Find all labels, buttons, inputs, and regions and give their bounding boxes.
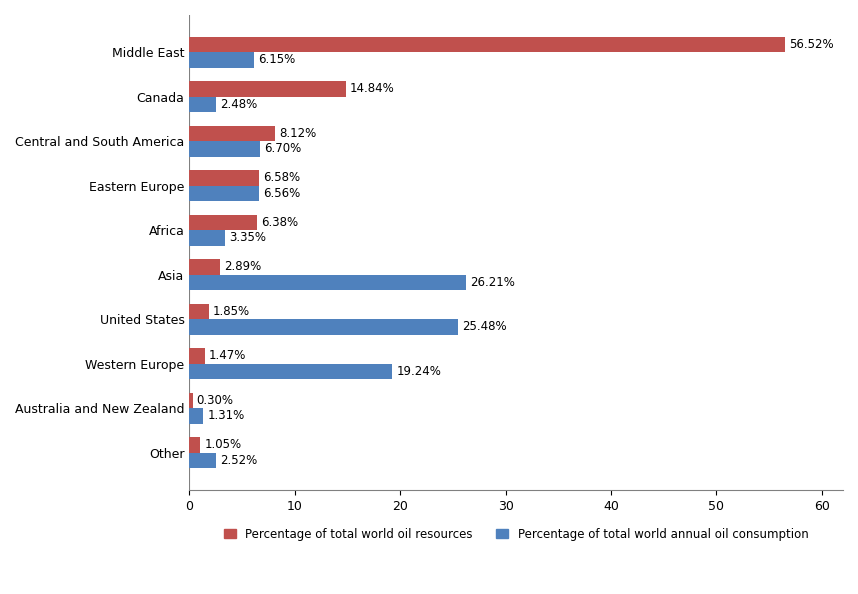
Bar (190, 230, 225, 246)
Text: 1.85%: 1.85% (213, 305, 251, 318)
Text: 26.21%: 26.21% (470, 276, 515, 289)
Bar (190, 437, 201, 453)
Text: 6.58%: 6.58% (263, 171, 300, 184)
Bar (190, 319, 458, 335)
Text: 14.84%: 14.84% (350, 83, 395, 96)
Bar (190, 214, 257, 230)
Bar (190, 304, 208, 319)
Text: 19.24%: 19.24% (396, 365, 441, 378)
Bar (190, 393, 192, 408)
Bar (190, 453, 216, 468)
Text: 1.05%: 1.05% (205, 438, 242, 451)
Text: 8.12%: 8.12% (279, 127, 317, 140)
Bar (190, 170, 259, 186)
Bar (190, 125, 275, 141)
Bar (190, 141, 260, 157)
Text: 2.89%: 2.89% (224, 260, 262, 273)
Text: 6.38%: 6.38% (261, 216, 298, 229)
Text: 6.15%: 6.15% (258, 53, 296, 67)
Text: 1.47%: 1.47% (209, 349, 246, 362)
Bar (190, 81, 346, 97)
Text: 1.31%: 1.31% (208, 409, 245, 422)
Bar (190, 408, 203, 424)
Bar (190, 259, 220, 274)
Bar (190, 37, 785, 52)
Text: 6.56%: 6.56% (263, 187, 300, 200)
Text: 56.52%: 56.52% (789, 38, 834, 51)
Bar (190, 52, 254, 68)
Text: 2.52%: 2.52% (221, 454, 257, 467)
Bar (190, 274, 466, 290)
Bar (190, 348, 205, 364)
Bar (190, 364, 392, 379)
Text: 2.48%: 2.48% (220, 98, 257, 111)
Bar (190, 97, 215, 112)
Text: 6.70%: 6.70% (264, 143, 301, 156)
Text: 0.30%: 0.30% (196, 394, 233, 407)
Legend: Percentage of total world oil resources, Percentage of total world annual oil co: Percentage of total world oil resources,… (220, 523, 813, 546)
Text: 25.48%: 25.48% (462, 320, 507, 333)
Bar (190, 186, 258, 201)
Text: 3.35%: 3.35% (229, 232, 266, 245)
